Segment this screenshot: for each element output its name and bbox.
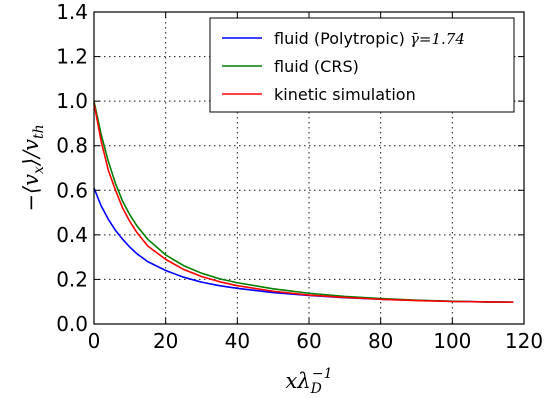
y-tick-label: 0.4 (56, 223, 88, 247)
y-axis-label: −⟨vx⟩/vth (19, 124, 47, 211)
legend: fluid (Polytropic) γ̄=1.74 fluid (CRS) k… (209, 17, 515, 113)
series-line-2 (93, 103, 514, 303)
x-tick-label: 60 (296, 329, 321, 353)
legend-label-polytropic: fluid (Polytropic) γ̄=1.74 (274, 29, 465, 48)
y-tick-label: 1.0 (56, 89, 88, 113)
y-tick-label: 0.2 (56, 267, 88, 291)
legend-label-crs: fluid (CRS) (274, 57, 359, 76)
x-tick-label: 120 (505, 329, 543, 353)
y-tick-label: 1.4 (56, 0, 88, 24)
x-tick-label: 100 (433, 329, 471, 353)
tick-layer: 0 20 40 60 80 100 120 0.0 0.2 0.4 0.6 0.8 1.0 1.2 1.4 (56, 0, 543, 353)
x-tick-label: 80 (368, 329, 393, 353)
x-tick-label: 20 (153, 329, 178, 353)
series-layer (93, 100, 514, 303)
y-tick-label: 0.0 (56, 312, 88, 336)
x-tick-label: 40 (225, 329, 250, 353)
y-tick-label: 0.8 (56, 134, 88, 158)
y-tick-label: 0.6 (56, 178, 88, 202)
series-line-0 (93, 187, 514, 303)
y-tick-label: 1.2 (56, 45, 88, 69)
series-line-1 (93, 100, 514, 303)
x-axis-label: xλD−1 (285, 366, 332, 397)
x-tick-label: 0 (88, 329, 101, 353)
legend-label-kinetic: kinetic simulation (274, 85, 416, 104)
legend-box (209, 17, 515, 113)
